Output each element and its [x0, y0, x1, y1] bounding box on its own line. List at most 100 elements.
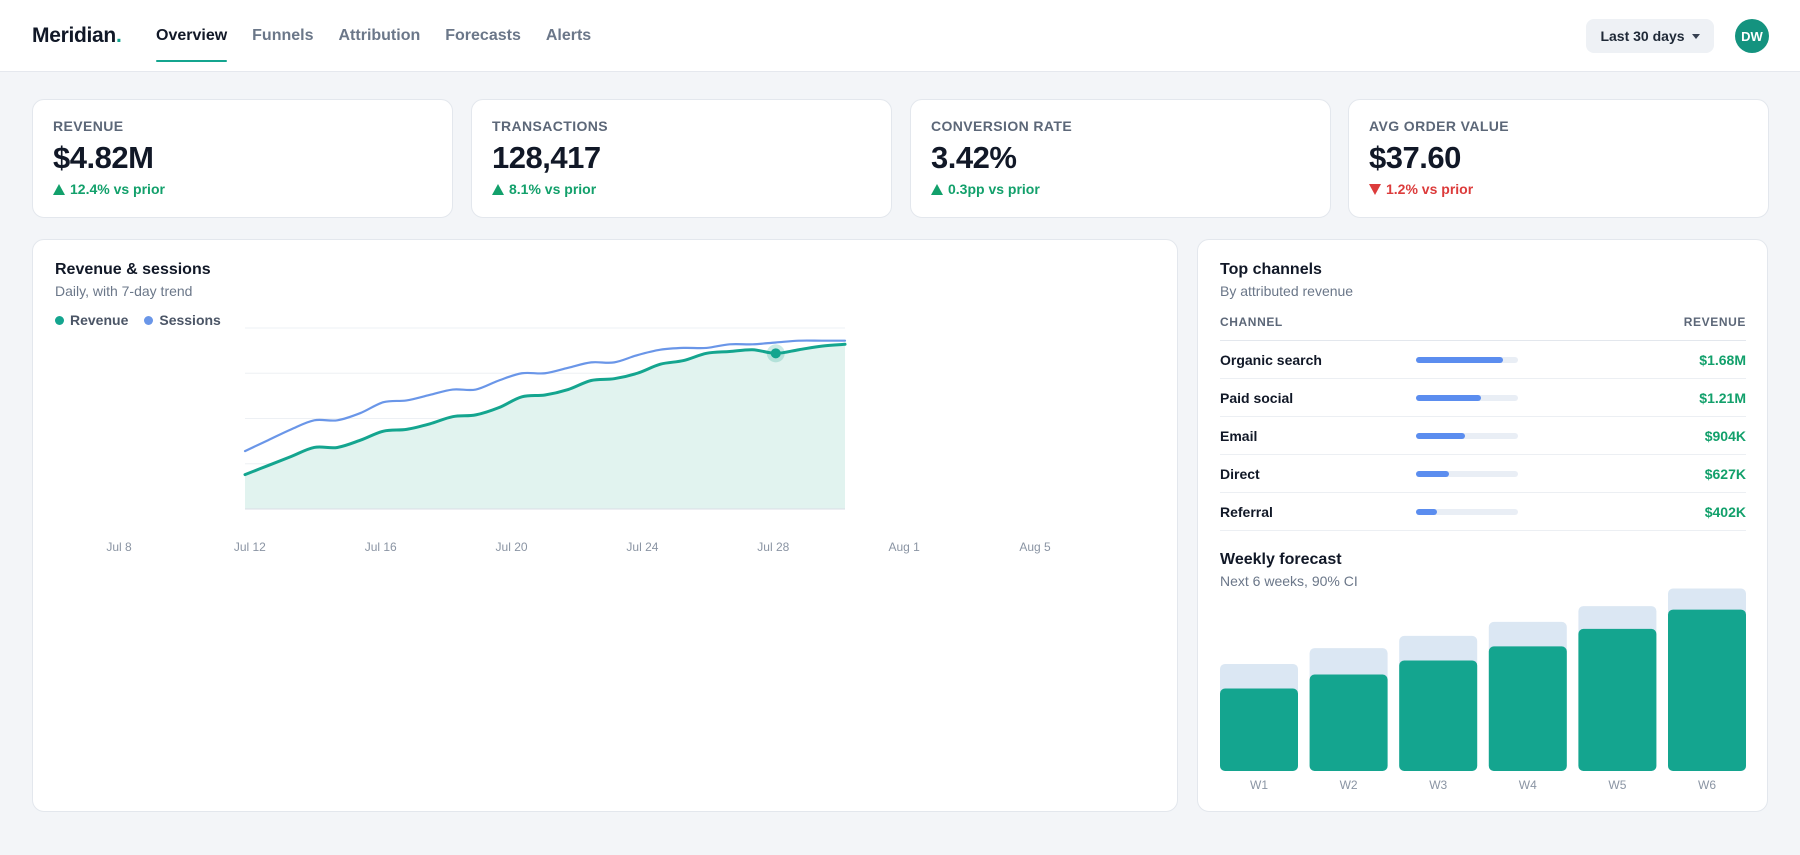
chart-legend: Revenue Sessions — [55, 312, 221, 328]
channel-name: Organic search — [1220, 351, 1322, 368]
kpi-value: $4.82M — [53, 140, 154, 175]
channel-name: Paid social — [1220, 389, 1294, 406]
main-nav: Overview Funnels Attribution Forecasts A… — [156, 0, 591, 72]
x-tick-label: W1 — [1250, 778, 1268, 792]
table-row[interactable]: Paid social $1.21M — [1220, 379, 1746, 417]
share-bar — [1416, 432, 1518, 439]
x-tick-label: W5 — [1608, 778, 1626, 792]
x-tick-label: Jul 16 — [365, 540, 397, 554]
kpi-label: REVENUE — [53, 118, 124, 134]
share-bar — [1416, 508, 1518, 515]
forecast-header: Weekly forecast Next 6 weeks, 90% CI — [1220, 551, 1358, 589]
kpi-delta: 12.4% vs prior — [53, 181, 432, 197]
trend-up-icon — [931, 183, 943, 195]
table-row[interactable]: Email $904K — [1220, 417, 1746, 455]
channels-header: Top channels By attributed revenue — [1220, 261, 1353, 299]
kpi-label: AVG ORDER VALUE — [1369, 118, 1510, 134]
kpi-card-revenue: REVENUE $4.82M 12.4% vs prior — [32, 99, 453, 218]
user-avatar[interactable]: DW — [1735, 19, 1769, 53]
brand-logo[interactable]: Meridian. — [32, 24, 122, 47]
x-tick-label: W2 — [1340, 778, 1358, 792]
card-subtitle: Daily, with 7-day trend — [55, 283, 193, 299]
forecast-bar — [1578, 628, 1657, 771]
x-tick-label: Jul 24 — [626, 540, 658, 554]
share-bar-fill — [1416, 394, 1482, 401]
date-range-dropdown[interactable]: Last 30 days — [1586, 19, 1714, 53]
column-header-channel[interactable]: CHANNEL — [1220, 315, 1283, 329]
share-bar — [1416, 470, 1518, 477]
column-header-revenue[interactable]: REVENUE — [1683, 315, 1746, 329]
channel-revenue: $904K — [1704, 427, 1746, 444]
x-tick-label: W4 — [1519, 778, 1537, 792]
x-tick-label: Jul 20 — [496, 540, 528, 554]
channel-name: Email — [1220, 427, 1258, 444]
channels-table: CHANNEL REVENUE Organic search $1.68M Pa… — [1220, 315, 1746, 531]
x-tick-label: W6 — [1698, 778, 1716, 792]
kpi-card-conversion-rate: CONVERSION RATE 3.42% 0.3pp vs prior — [910, 99, 1331, 218]
channels-forecast-card: Top channels By attributed revenue CHANN… — [1197, 239, 1768, 812]
kpi-delta: 1.2% vs prior — [1369, 181, 1748, 197]
highlight-point — [770, 348, 781, 359]
trend-down-icon — [1369, 183, 1381, 195]
forecast-bar — [1668, 609, 1746, 771]
channel-revenue: $1.21M — [1699, 389, 1746, 406]
x-tick-label: Jul 8 — [106, 540, 132, 554]
share-bar — [1416, 356, 1518, 363]
chevron-down-icon — [1691, 34, 1700, 39]
table-header: CHANNEL REVENUE — [1220, 315, 1746, 341]
legend-dot-icon — [144, 315, 154, 325]
revenue-sessions-card: Jul 8 Jul 12 Jul 16 Jul 20 Jul 24 Jul 28 Aug 1… — [32, 239, 1178, 812]
chart-header: Revenue & sessions Daily, with 7-day tre… — [55, 261, 211, 299]
nav-tab-funnels[interactable]: Funnels — [252, 27, 314, 44]
trend-up-icon — [53, 183, 65, 195]
card-title: Weekly forecast — [1220, 551, 1342, 568]
legend-item-revenue[interactable]: Revenue — [55, 312, 128, 328]
x-tick-label: Aug 1 — [888, 540, 920, 554]
revenue-area — [245, 344, 845, 509]
top-nav-bar: Meridian. Overview Funnels Attribution F… — [0, 0, 1800, 72]
share-bar-fill — [1416, 508, 1438, 515]
forecast-bar — [1488, 646, 1567, 771]
kpi-value: $37.60 — [1369, 140, 1461, 175]
forecast-bar — [1309, 674, 1388, 771]
trend-up-icon — [492, 183, 504, 195]
kpi-label: TRANSACTIONS — [492, 118, 609, 134]
share-bar — [1416, 394, 1518, 401]
kpi-delta: 0.3pp vs prior — [931, 181, 1310, 197]
nav-tab-attribution[interactable]: Attribution — [338, 27, 421, 44]
legend-item-sessions[interactable]: Sessions — [144, 312, 221, 328]
kpi-label: CONVERSION RATE — [931, 118, 1073, 134]
sessions-line — [243, 339, 847, 453]
forecast-bar — [1399, 660, 1478, 771]
kpi-card-avg-order-value: AVG ORDER VALUE $37.60 1.2% vs prior — [1348, 99, 1769, 218]
revenue-line — [243, 342, 847, 477]
table-row[interactable]: Organic search $1.68M — [1220, 341, 1746, 379]
nav-tab-overview[interactable]: Overview — [156, 0, 228, 72]
weekly-forecast-chart[interactable]: W1 W2 W3 W4 W5 W6 — [1198, 240, 1769, 813]
card-subtitle: Next 6 weeks, 90% CI — [1220, 573, 1358, 589]
channel-name: Direct — [1220, 465, 1260, 482]
nav-tab-alerts[interactable]: Alerts — [545, 27, 592, 44]
channel-name: Referral — [1220, 503, 1273, 520]
card-title: Revenue & sessions — [55, 261, 211, 278]
kpi-card-transactions: TRANSACTIONS 128,417 8.1% vs prior — [471, 99, 892, 218]
table-row[interactable]: Direct $627K — [1220, 455, 1746, 493]
x-tick-label: Jul 12 — [234, 540, 266, 554]
kpi-value: 3.42% — [931, 140, 1017, 175]
share-bar-fill — [1416, 470, 1449, 477]
card-title: Top channels — [1220, 261, 1322, 278]
date-range-label: Last 30 days — [1600, 28, 1685, 44]
nav-tab-forecasts[interactable]: Forecasts — [445, 27, 521, 44]
x-tick-label: Aug 5 — [1019, 540, 1051, 554]
revenue-sessions-chart[interactable]: Jul 8 Jul 12 Jul 16 Jul 20 Jul 24 Jul 28 Aug 1… — [33, 240, 1179, 813]
forecast-bar — [1220, 688, 1298, 771]
x-tick-label: Jul 28 — [757, 540, 789, 554]
table-row[interactable]: Referral $402K — [1220, 493, 1746, 531]
kpi-value: 128,417 — [492, 140, 601, 175]
kpi-delta: 8.1% vs prior — [492, 181, 871, 197]
x-tick-label: W3 — [1429, 778, 1447, 792]
channel-revenue: $402K — [1704, 503, 1746, 520]
channel-revenue: $627K — [1704, 465, 1746, 482]
legend-dot-icon — [55, 315, 64, 325]
channel-revenue: $1.68M — [1699, 351, 1746, 368]
